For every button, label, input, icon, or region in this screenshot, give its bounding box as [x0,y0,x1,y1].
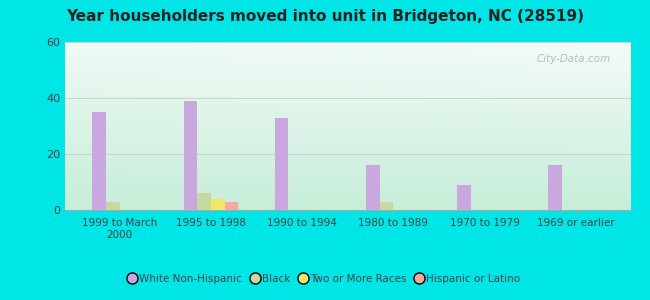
Bar [275,118,289,210]
Bar [366,165,380,210]
Bar [211,199,225,210]
Text: Year householders moved into unit in Bridgeton, NC (28519): Year householders moved into unit in Bri… [66,9,584,24]
Bar [457,185,471,210]
Text: City-Data.com: City-Data.com [537,54,611,64]
Bar [225,202,239,210]
Bar [92,112,106,210]
Bar [183,101,197,210]
Bar [380,202,393,210]
Legend: White Non-Hispanic, Black, Two or More Races, Hispanic or Latino: White Non-Hispanic, Black, Two or More R… [130,274,520,284]
Bar [106,202,120,210]
Bar [197,193,211,210]
Bar [549,165,562,210]
